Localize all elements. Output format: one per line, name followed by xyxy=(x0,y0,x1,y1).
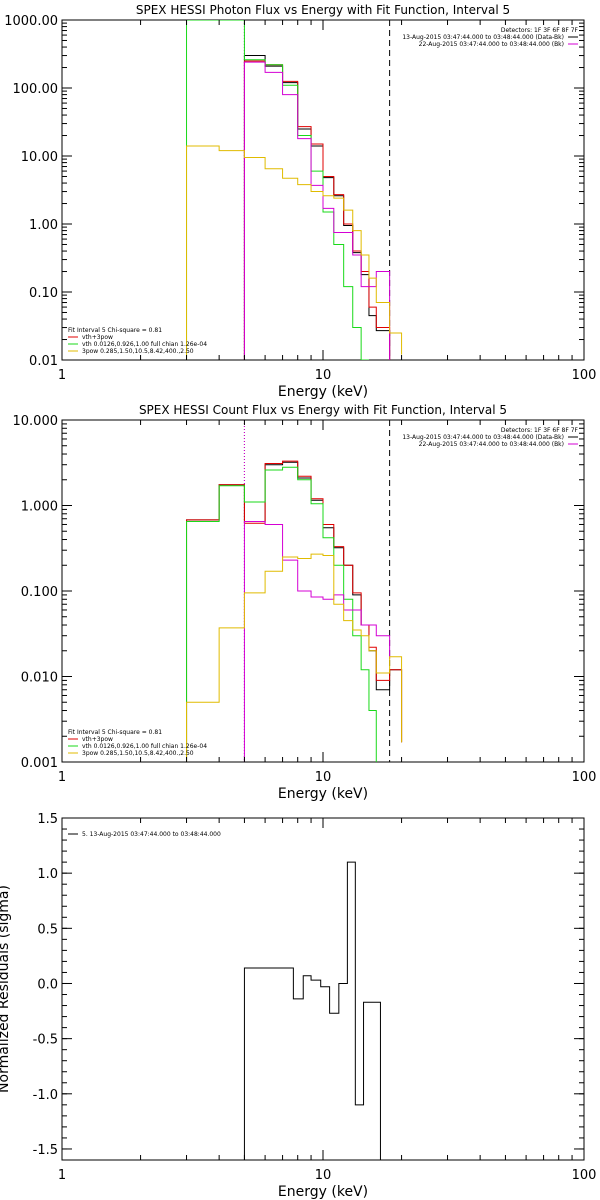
y-tick-label: -1.0 xyxy=(33,1088,58,1103)
chart-panel-3: 1 10 100 -1.5 -1.0 -0.5 0.0 0.5 1.0 1.5 Energy (ke… xyxy=(0,812,596,1200)
top-right-annotation: 13-Aug-2015 03:47:44.000 to 03:48:44.000… xyxy=(402,434,564,441)
top-right-annotation: Detectors: 1F 3F 6F 8F 7F xyxy=(501,427,579,434)
y-tick-label: 10.00 xyxy=(21,150,58,165)
y-tick-label: 100.00 xyxy=(13,82,59,97)
y-tick-label: 1000.00 xyxy=(4,14,58,29)
series-2 xyxy=(186,460,403,762)
series-5 xyxy=(186,553,403,762)
series-1 xyxy=(243,861,390,1160)
legend-entry: Fit Interval 5 Chi-square = 0.81 xyxy=(68,729,162,736)
y-tick-label: -0.5 xyxy=(33,1033,58,1048)
y-tick-label: -1.5 xyxy=(33,1143,58,1158)
y-tick-label: 0.001 xyxy=(21,756,58,771)
top-right-annotation: Detectors: 1F 3F 6F 8F 7F xyxy=(501,27,579,34)
x-tick-label: 100 xyxy=(572,1168,597,1183)
y-tick-label: 10.000 xyxy=(13,414,59,429)
y-tick-label: 0.100 xyxy=(21,585,58,600)
chart-panel-1: 1 10 100 0.01 0.10 1.00 10.00 100.00 1000.00 SPEX… xyxy=(4,3,596,400)
series-2 xyxy=(243,60,391,360)
top-right-annotation: 13-Aug-2015 03:47:44.000 to 03:48:44.000… xyxy=(402,34,564,41)
series-5 xyxy=(186,145,403,360)
y-tick-label: 1.00 xyxy=(29,218,58,233)
series-3 xyxy=(186,466,377,762)
top-right-annotation: 22-Aug-2015 03:47:44.000 to 03:48:44.000… xyxy=(419,441,564,448)
axes-frame xyxy=(61,419,585,763)
top-right-annotation: 22-Aug-2015 03:47:44.000 to 03:48:44.000… xyxy=(419,41,564,48)
x-tick-label: 1 xyxy=(58,368,66,383)
y-tick-label: 0.0 xyxy=(37,977,58,992)
x-tick-label: 1 xyxy=(58,1168,66,1183)
x-tick-label: 100 xyxy=(572,770,597,785)
series-3 xyxy=(186,20,369,360)
y-tick-label: 0.5 xyxy=(37,922,58,937)
legend-entry: 3pow 0.285,1.50,10.5,8.42,400.,2.50 xyxy=(82,348,194,355)
x-tick-label: 10 xyxy=(315,1168,332,1183)
y-tick-label: 0.01 xyxy=(29,354,58,369)
x-tick-label: 10 xyxy=(315,770,332,785)
legend-entry: 3pow 0.285,1.50,10.5,8.42,400.,2.50 xyxy=(82,750,194,757)
x-axis-label: Energy (keV) xyxy=(278,786,368,802)
y-tick-label: 0.10 xyxy=(29,286,58,301)
y-tick-label: 0.010 xyxy=(21,671,58,686)
x-axis-label: Energy (keV) xyxy=(278,384,368,400)
y-tick-label: 1.000 xyxy=(21,500,58,515)
legend-entry: vth 0.0126,0.926,1.00 full chian 1.26e-0… xyxy=(82,341,207,348)
axes-frame xyxy=(61,817,585,1161)
legend-entry: Fit Interval 5 Chi-square = 0.81 xyxy=(68,327,162,334)
legend-entry: vth+3pow xyxy=(82,334,113,341)
series-1 xyxy=(243,55,391,360)
x-tick-label: 1 xyxy=(58,770,66,785)
chart-title: SPEX HESSI Count Flux vs Energy with Fit… xyxy=(139,403,507,417)
x-tick-label: 10 xyxy=(315,368,332,383)
x-axis-label: Energy (keV) xyxy=(278,1184,368,1200)
x-tick-label: 100 xyxy=(572,368,597,383)
series-4 xyxy=(243,61,391,360)
series-4 xyxy=(243,521,391,762)
chart-panel-2: 1 10 100 0.001 0.010 0.100 1.000 10.000 SPEX HES… xyxy=(13,403,597,802)
y-tick-label: 1.0 xyxy=(37,867,58,882)
legend-entry: vth 0.0126,0.926,1.00 full chian 1.26e-0… xyxy=(82,743,207,750)
legend-entry: 5. 13-Aug-2015 03:47:44.000 to 03:48:44.… xyxy=(82,831,221,838)
legend-entry: vth+3pow xyxy=(82,736,113,743)
chart-title: SPEX HESSI Photon Flux vs Energy with Fi… xyxy=(136,3,510,17)
y-tick-label: 1.5 xyxy=(37,812,58,827)
y-axis-label: Normalized Residuals (sigma) xyxy=(0,885,12,1093)
